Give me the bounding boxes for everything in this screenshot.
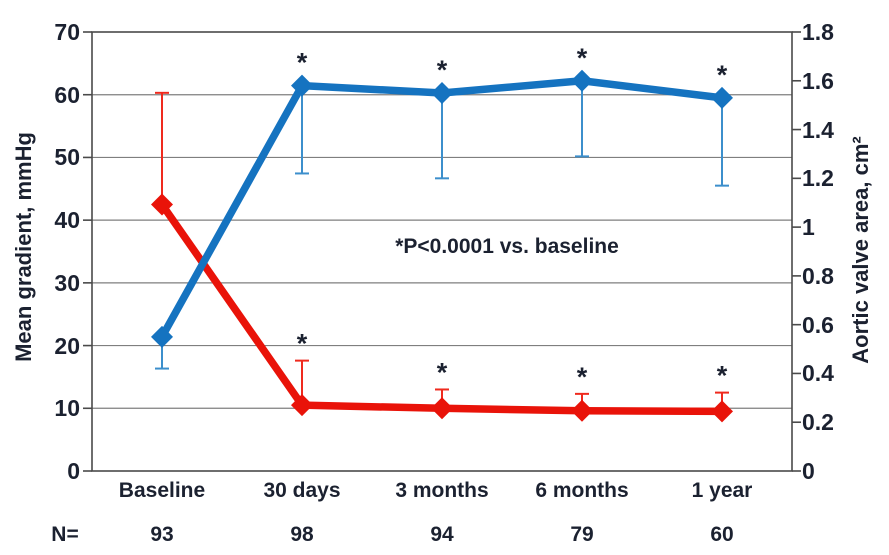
right-axis-tick-label: 0.8 bbox=[802, 262, 834, 289]
plot-border bbox=[91, 31, 793, 472]
right-axis-tick-label: 1 bbox=[802, 214, 815, 241]
svg-text:*: * bbox=[297, 48, 308, 78]
right-axis-tick-label: 0.2 bbox=[802, 409, 834, 436]
right-axis-tick-label: 1.4 bbox=[802, 116, 834, 143]
left-axis-tick-label: 40 bbox=[54, 207, 80, 234]
right-axis-tick-label: 1.2 bbox=[802, 165, 834, 192]
right-axis-tick-label: 0.4 bbox=[802, 360, 834, 387]
left-axis-tick-label: 50 bbox=[54, 144, 80, 171]
svg-text:*: * bbox=[437, 357, 448, 387]
left-axis-tick-label: 60 bbox=[54, 81, 80, 108]
right-axis-title: Aortic valve area, cm² bbox=[848, 136, 873, 364]
left-axis-tick-label: 10 bbox=[54, 395, 80, 422]
n-value: 93 bbox=[150, 523, 174, 546]
significance-asterisks-aortic-valve-area: * * * * bbox=[297, 43, 728, 90]
x-category-label: Baseline bbox=[118, 479, 206, 502]
x-category-label: 6 months bbox=[535, 479, 629, 502]
right-axis-tick-label: 0 bbox=[802, 458, 815, 484]
series-markers-aortic-valve-area bbox=[151, 69, 733, 348]
svg-text:*: * bbox=[577, 43, 588, 73]
left-axis-tick-label: 30 bbox=[54, 269, 80, 296]
svg-text:*: * bbox=[717, 361, 728, 391]
svg-text:*: * bbox=[577, 362, 588, 392]
x-category-label: 30 days bbox=[263, 479, 341, 502]
significance-asterisks-mean-gradient: * * * * bbox=[297, 329, 728, 392]
n-value: 79 bbox=[570, 523, 594, 546]
right-axis-tick-label: 0.6 bbox=[802, 311, 834, 338]
n-value: 98 bbox=[290, 523, 314, 546]
right-axis-tick-label: 1.6 bbox=[802, 67, 834, 94]
error-bars-aortic-valve-area bbox=[155, 80, 729, 370]
x-category-label: 3 months bbox=[395, 479, 489, 502]
axis-tick-marks bbox=[83, 31, 801, 472]
left-axis-tick-label: 20 bbox=[54, 332, 80, 359]
series-markers-mean-gradient bbox=[151, 193, 733, 423]
svg-text:*: * bbox=[297, 329, 308, 359]
n-row-label: N= bbox=[51, 523, 79, 546]
significance-note: *P<0.0001 vs. baseline bbox=[395, 235, 619, 258]
svg-text:*: * bbox=[437, 55, 448, 85]
left-axis-tick-label: 0 bbox=[67, 458, 80, 484]
right-axis-tick-label: 1.8 bbox=[802, 19, 834, 45]
left-axis-tick-label: 70 bbox=[54, 19, 80, 45]
svg-text:*: * bbox=[717, 60, 728, 90]
n-value: 60 bbox=[710, 523, 734, 546]
x-category-label: 1 year bbox=[691, 479, 753, 502]
n-value: 94 bbox=[430, 523, 454, 546]
